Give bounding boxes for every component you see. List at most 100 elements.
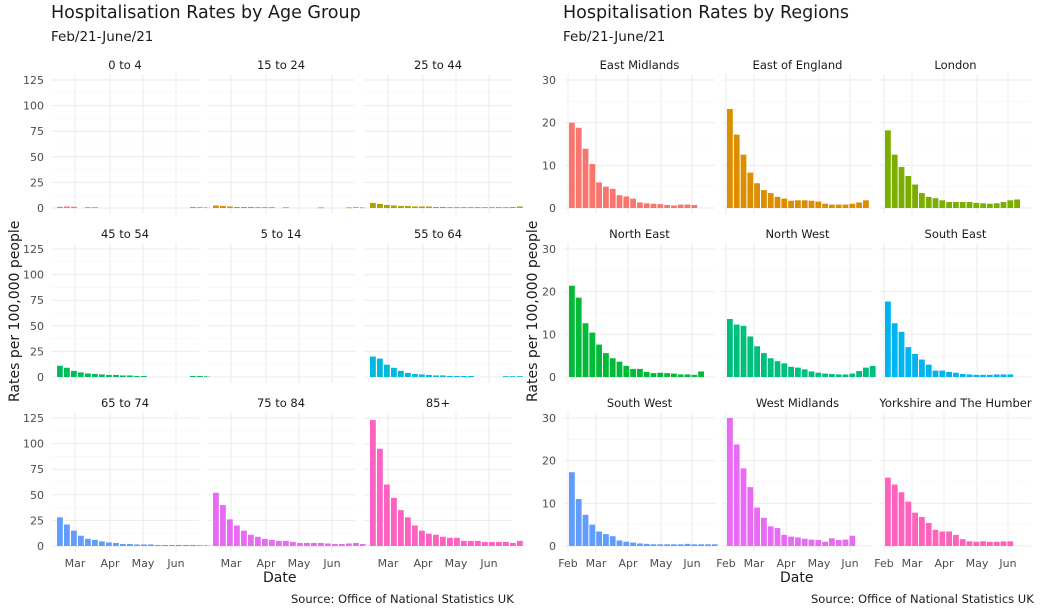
region-bar bbox=[1007, 541, 1014, 546]
age-y-tick-label: 75 bbox=[30, 125, 44, 138]
age-bar bbox=[454, 375, 460, 377]
age-x-tick-label: Mar bbox=[378, 557, 399, 570]
age-bar bbox=[78, 535, 84, 546]
age-bar bbox=[220, 205, 226, 208]
region-bar bbox=[959, 202, 966, 208]
region-bar bbox=[616, 195, 623, 208]
region-bar bbox=[987, 374, 993, 377]
age-bar bbox=[127, 543, 133, 546]
region-bar bbox=[774, 196, 781, 208]
region-bar bbox=[973, 374, 980, 377]
region-bar bbox=[643, 371, 650, 377]
region-x-tick-label: Jun bbox=[998, 557, 1016, 570]
region-bar bbox=[808, 200, 815, 208]
region-bar bbox=[1000, 541, 1007, 546]
age-y-tick-label: 25 bbox=[30, 176, 44, 189]
age-bar bbox=[106, 374, 112, 377]
age-bar bbox=[433, 534, 439, 546]
age-bar bbox=[461, 540, 467, 546]
age-bar bbox=[461, 207, 467, 208]
age-bar bbox=[412, 373, 418, 377]
age-bar bbox=[262, 538, 268, 546]
region-bar bbox=[946, 531, 952, 546]
region-bar bbox=[898, 167, 905, 208]
region-x-tick-label: Mar bbox=[744, 557, 765, 570]
age-bar bbox=[489, 207, 495, 208]
region-bar bbox=[623, 541, 630, 546]
region-bar bbox=[664, 205, 670, 208]
region-bar bbox=[842, 204, 849, 208]
age-bar bbox=[482, 541, 488, 546]
region-x-tick-label: May bbox=[966, 557, 989, 570]
age-bar bbox=[339, 543, 345, 546]
age-y-tick-label: 100 bbox=[23, 438, 44, 451]
age-y-tick-label: 25 bbox=[30, 345, 44, 358]
region-bar bbox=[650, 203, 657, 208]
region-x-tick-label: Apr bbox=[934, 557, 954, 570]
region-bar bbox=[898, 331, 905, 377]
region-bar bbox=[609, 536, 616, 546]
region-bar bbox=[849, 203, 856, 208]
region-bar bbox=[788, 366, 794, 377]
region-bar bbox=[849, 535, 856, 546]
age-bar bbox=[517, 376, 523, 377]
age-y-tick-label: 125 bbox=[23, 412, 44, 425]
region-bar bbox=[822, 203, 828, 208]
region-x-tick-label: Apr bbox=[618, 557, 638, 570]
region-bar bbox=[781, 198, 788, 208]
region-bar bbox=[569, 122, 575, 208]
region-bar bbox=[925, 364, 932, 377]
region-bar bbox=[767, 193, 774, 208]
region-bar bbox=[919, 193, 925, 208]
age-facet-label: 25 to 44 bbox=[414, 58, 462, 72]
region-bar bbox=[727, 418, 733, 546]
region-facet-label: North East bbox=[609, 227, 670, 241]
age-bar bbox=[64, 367, 70, 377]
region-bar bbox=[754, 183, 760, 208]
age-bar bbox=[482, 207, 488, 208]
age-y-tick-label: 0 bbox=[37, 371, 44, 384]
age-bar bbox=[405, 372, 411, 377]
age-bar bbox=[120, 375, 126, 377]
age-bar bbox=[517, 540, 523, 546]
region-y-tick-label: 10 bbox=[542, 328, 556, 341]
age-bar bbox=[496, 207, 502, 208]
region-bar bbox=[993, 203, 1000, 208]
age-bar bbox=[134, 544, 140, 546]
chart-title: Hospitalisation Rates by Age Group bbox=[51, 3, 361, 23]
region-bar bbox=[575, 127, 582, 208]
region-bar bbox=[905, 501, 912, 546]
region-bar bbox=[856, 371, 862, 377]
age-bar bbox=[405, 517, 411, 546]
region-bar bbox=[603, 534, 609, 546]
age-bar bbox=[197, 375, 203, 377]
age-facet-label: 5 to 14 bbox=[261, 227, 302, 241]
age-bar bbox=[120, 543, 126, 546]
age-bar bbox=[197, 545, 203, 546]
region-bar bbox=[966, 202, 973, 208]
age-x-tick-label: May bbox=[445, 557, 468, 570]
age-bar bbox=[85, 538, 91, 546]
age-bar bbox=[176, 544, 182, 546]
region-bar bbox=[829, 204, 835, 208]
region-bar bbox=[650, 544, 657, 546]
age-y-tick-label: 50 bbox=[30, 489, 44, 502]
region-x-tick-label: Mar bbox=[902, 557, 923, 570]
region-x-tick-label: Jun bbox=[682, 557, 700, 570]
region-bar bbox=[671, 373, 677, 377]
age-x-tick-label: Apr bbox=[100, 557, 120, 570]
region-bar bbox=[657, 372, 664, 377]
region-bar bbox=[863, 200, 869, 208]
region-bar bbox=[569, 472, 575, 546]
age-bar bbox=[318, 542, 324, 546]
age-bar bbox=[248, 206, 254, 208]
region-bar bbox=[973, 202, 980, 208]
age-bar bbox=[85, 207, 91, 208]
region-y-tick-label: 30 bbox=[542, 243, 556, 256]
region-bar bbox=[630, 198, 636, 208]
region-y-tick-label: 20 bbox=[542, 286, 556, 299]
age-bar bbox=[325, 543, 331, 546]
age-bar bbox=[503, 207, 509, 208]
age-bar bbox=[440, 375, 446, 377]
region-bar bbox=[795, 200, 801, 208]
